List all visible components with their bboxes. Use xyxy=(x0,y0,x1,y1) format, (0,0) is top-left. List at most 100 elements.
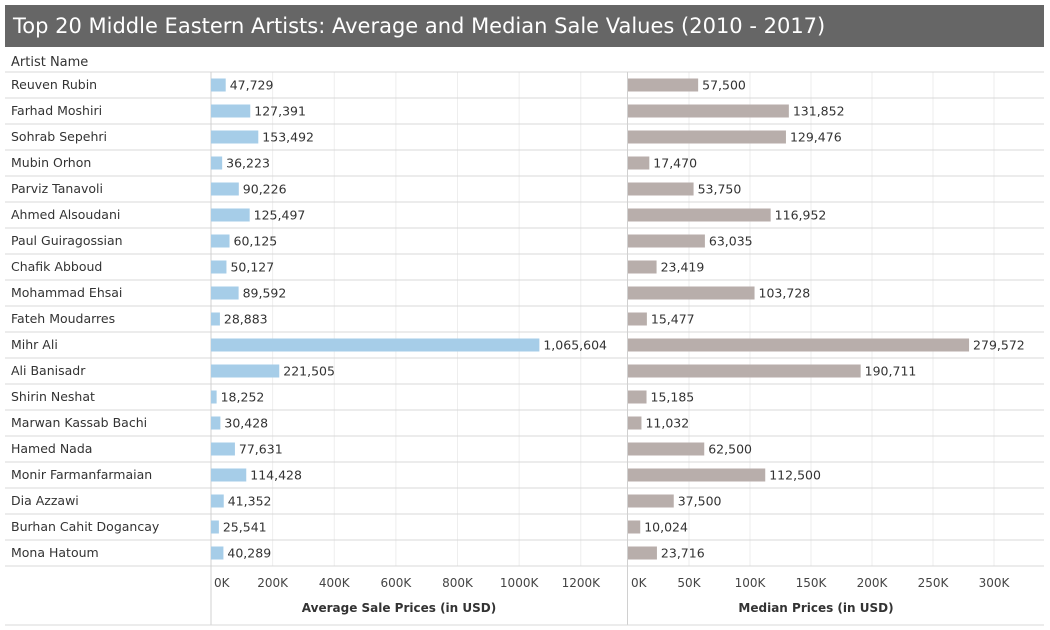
data-label: 11,032 xyxy=(645,416,689,431)
artist-name: Chafik Abboud xyxy=(11,259,102,274)
axis-title: Average Sale Prices (in USD) xyxy=(302,601,496,615)
bar-average xyxy=(211,546,224,560)
data-label: 89,592 xyxy=(243,286,287,301)
data-label: 57,500 xyxy=(702,78,746,93)
data-label: 114,428 xyxy=(250,468,302,483)
data-label: 15,477 xyxy=(651,312,695,327)
data-label: 127,391 xyxy=(254,104,306,119)
data-label: 279,572 xyxy=(973,338,1025,353)
artist-name: Farhad Moshiri xyxy=(11,103,102,118)
bar-median xyxy=(628,364,861,378)
data-label: 190,711 xyxy=(865,364,917,379)
tick-label: 250K xyxy=(918,576,950,590)
tick-label: 0K xyxy=(214,576,231,590)
bar-average xyxy=(211,442,235,456)
bar-average xyxy=(211,182,239,196)
data-label: 116,952 xyxy=(775,208,827,223)
bar-median xyxy=(628,442,705,456)
data-label: 77,631 xyxy=(239,442,283,457)
data-label: 40,289 xyxy=(227,546,271,561)
bar-average xyxy=(211,468,247,482)
artist-name: Marwan Kassab Bachi xyxy=(11,415,147,430)
tick-label: 300K xyxy=(979,576,1011,590)
artist-name: Shirin Neshat xyxy=(11,389,95,404)
data-label: 221,505 xyxy=(283,364,335,379)
tick-label: 1000K xyxy=(500,576,540,590)
tick-label: 800K xyxy=(442,576,474,590)
bar-median xyxy=(628,338,970,352)
bar-median xyxy=(628,208,771,222)
tick-label: 50K xyxy=(677,576,701,590)
chart-title: Top 20 Middle Eastern Artists: Average a… xyxy=(5,5,1044,47)
artist-name: Mohammad Ehsai xyxy=(11,285,122,300)
bar-median xyxy=(628,286,755,300)
data-label: 153,492 xyxy=(262,130,314,145)
artist-name: Ali Banisadr xyxy=(11,363,86,378)
data-label: 23,419 xyxy=(661,260,705,275)
bar-median xyxy=(628,260,657,274)
data-label: 41,352 xyxy=(228,494,272,509)
data-label: 30,428 xyxy=(224,416,268,431)
artist-name: Paul Guiragossian xyxy=(11,233,123,248)
tick-label: 200K xyxy=(857,576,889,590)
data-label: 17,470 xyxy=(653,156,697,171)
bar-average xyxy=(211,78,226,92)
data-label: 15,185 xyxy=(651,390,695,405)
data-label: 1,065,604 xyxy=(543,338,607,353)
artist-name: Reuven Rubin xyxy=(11,77,97,92)
artist-name: Sohrab Sepehri xyxy=(11,129,107,144)
data-label: 125,497 xyxy=(254,208,306,223)
artist-name: Dia Azzawi xyxy=(11,493,79,508)
data-label: 25,541 xyxy=(223,520,267,535)
data-label: 50,127 xyxy=(230,260,274,275)
bar-average xyxy=(211,208,250,222)
bar-average xyxy=(211,286,239,300)
data-label: 28,883 xyxy=(224,312,268,327)
artist-name: Mubin Orhon xyxy=(11,155,91,170)
artist-name: Hamed Nada xyxy=(11,441,92,456)
bar-average xyxy=(211,234,230,248)
bar-average xyxy=(211,416,221,430)
bar-median xyxy=(628,78,699,92)
bar-average xyxy=(211,260,227,274)
data-label: 112,500 xyxy=(769,468,821,483)
tick-label: 150K xyxy=(796,576,828,590)
bar-median xyxy=(628,520,641,534)
tick-label: 1200K xyxy=(562,576,602,590)
artist-name: Mona Hatoum xyxy=(11,545,99,560)
axis-title: Median Prices (in USD) xyxy=(738,601,893,615)
bar-median xyxy=(628,416,642,430)
data-label: 63,035 xyxy=(709,234,753,249)
bar-median xyxy=(628,234,705,248)
bar-median xyxy=(628,468,766,482)
bar-average xyxy=(211,312,220,326)
tick-label: 100K xyxy=(735,576,767,590)
artist-name: Parviz Tanavoli xyxy=(11,181,103,196)
bar-median xyxy=(628,390,647,404)
bar-median xyxy=(628,156,650,170)
bar-average xyxy=(211,494,224,508)
tick-label: 400K xyxy=(319,576,351,590)
bar-average xyxy=(211,520,219,534)
bar-median xyxy=(628,494,674,508)
artist-name: Monir Farmanfarmaian xyxy=(11,467,152,482)
bar-median xyxy=(628,104,789,118)
tick-label: 0K xyxy=(631,576,648,590)
data-label: 10,024 xyxy=(644,520,688,535)
artist-name: Mihr Ali xyxy=(11,337,58,352)
data-label: 37,500 xyxy=(678,494,722,509)
bar-average xyxy=(211,338,540,352)
data-label: 129,476 xyxy=(790,130,842,145)
data-label: 62,500 xyxy=(708,442,752,457)
data-label: 18,252 xyxy=(221,390,265,405)
artist-name: Ahmed Alsoudani xyxy=(11,207,120,222)
data-label: 47,729 xyxy=(230,78,274,93)
artist-name: Fateh Moudarres xyxy=(11,311,115,326)
data-label: 23,716 xyxy=(661,546,705,561)
bar-average xyxy=(211,104,251,118)
data-label: 60,125 xyxy=(234,234,278,249)
data-label: 53,750 xyxy=(698,182,742,197)
bar-median xyxy=(628,312,647,326)
